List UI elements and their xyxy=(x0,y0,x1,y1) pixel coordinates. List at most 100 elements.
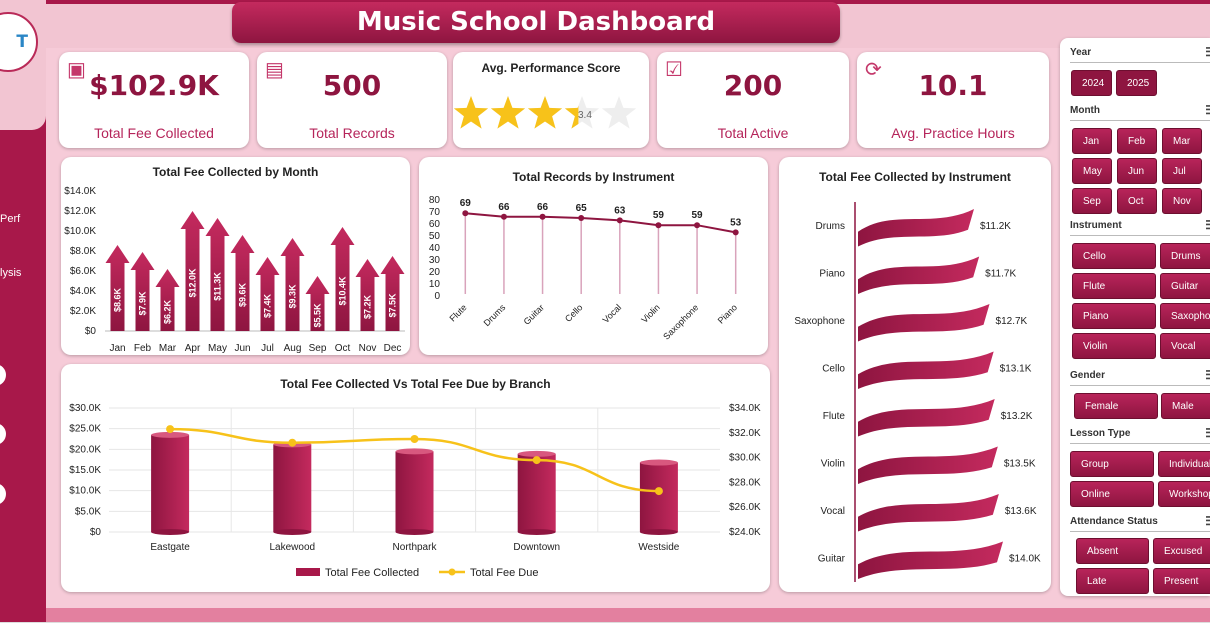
bar-apr xyxy=(180,211,205,331)
slicer-item-instrument-saxophone[interactable]: Saxophone xyxy=(1160,303,1210,329)
bar-vocal xyxy=(858,493,999,532)
slicer-item-month-nov[interactable]: Nov xyxy=(1162,188,1202,214)
checklist-icon: ☑ xyxy=(665,59,683,81)
x-tick-label: Vocal xyxy=(601,302,624,325)
chart-fee-vs-due: Total Fee Collected Vs Total Fee Due by … xyxy=(61,364,770,592)
page-title: Music School Dashboard xyxy=(232,2,840,43)
slicer-item-instrument-drums[interactable]: Drums xyxy=(1160,243,1210,269)
bar-violin xyxy=(858,446,998,485)
slicer-title: Year xyxy=(1070,47,1092,58)
chart-fee-by-month: Total Fee Collected by Month $0 $2.0K $4.0… xyxy=(61,157,410,355)
bar-saxophone xyxy=(858,303,990,342)
data-point xyxy=(166,425,175,434)
slicer-item-attendance-absent[interactable]: Absent xyxy=(1076,538,1149,564)
slicer-item-month-jan[interactable]: Jan xyxy=(1072,128,1112,154)
x-tick-label: Jul xyxy=(261,343,274,354)
slicer-item-lesson-group[interactable]: Group xyxy=(1070,451,1154,477)
slicer-item-instrument-piano[interactable]: Piano xyxy=(1072,303,1156,329)
y-tick-label: 50 xyxy=(429,231,441,242)
slicer-item-gender-male[interactable]: Male xyxy=(1161,393,1210,419)
slicer-item-attendance-present[interactable]: Present xyxy=(1153,568,1210,594)
score-label: 3.4 xyxy=(578,110,592,121)
slicer-title: Lesson Type xyxy=(1070,428,1131,439)
y-tick-label: Piano xyxy=(819,268,845,279)
bar-guitar xyxy=(858,541,1003,580)
slicer-item-attendance-late[interactable]: Late xyxy=(1076,568,1149,594)
data-label: $13.2K xyxy=(1001,411,1033,422)
bar-top xyxy=(151,431,190,438)
x-tick-label: Apr xyxy=(185,343,201,354)
y-tick-label: Vocal xyxy=(821,506,845,517)
y-right-tick-label: $34.0K xyxy=(729,403,761,414)
slicer-divider xyxy=(1070,235,1210,236)
bar-base xyxy=(151,529,190,535)
bar-feb xyxy=(130,252,155,331)
bar-oct xyxy=(330,227,355,331)
chart-title: Total Records by Instrument xyxy=(512,170,675,184)
slicer-item-instrument-violin[interactable]: Violin xyxy=(1072,333,1156,359)
slicer-item-month-jun[interactable]: Jun xyxy=(1117,158,1157,184)
slicer-item-attendance-excused[interactable]: Excused xyxy=(1153,538,1210,564)
legend-label: Total Fee Due xyxy=(470,567,538,579)
bar-jul xyxy=(255,257,280,331)
slicer-item-month-mar[interactable]: Mar xyxy=(1162,128,1202,154)
nav-circle-2[interactable] xyxy=(0,423,6,445)
multi-select-icon[interactable]: ☰ xyxy=(1205,368,1210,382)
footer-line xyxy=(0,622,1210,642)
data-label: $9.6K xyxy=(238,282,248,307)
bar-westside xyxy=(639,462,678,532)
slicer-item-year-2025[interactable]: 2025 xyxy=(1116,70,1157,96)
clipboard-icon: ▤ xyxy=(265,59,284,81)
slicer-item-instrument-vocal[interactable]: Vocal xyxy=(1160,333,1210,359)
bar-base xyxy=(639,529,678,535)
slicer-item-month-may[interactable]: May xyxy=(1072,158,1112,184)
slicer-item-instrument-flute[interactable]: Flute xyxy=(1072,273,1156,299)
x-tick-label: Nov xyxy=(359,343,377,354)
slicer-item-year-2024[interactable]: 2024 xyxy=(1071,70,1112,96)
slicer-item-month-feb[interactable]: Feb xyxy=(1117,128,1157,154)
slicer-item-lesson-workshop[interactable]: Workshop xyxy=(1158,481,1210,507)
multi-select-icon[interactable]: ☰ xyxy=(1205,514,1210,528)
slicer-item-gender-female[interactable]: Female xyxy=(1074,393,1158,419)
slicer-item-lesson-individual[interactable]: Individual xyxy=(1158,451,1210,477)
y-right-tick-label: $32.0K xyxy=(729,428,761,439)
nav-circle-3[interactable] xyxy=(0,483,6,505)
slicer-item-lesson-online[interactable]: Online xyxy=(1070,481,1154,507)
bar-piano xyxy=(858,256,980,295)
x-tick-label: Jun xyxy=(234,343,250,354)
slicer-item-instrument-guitar[interactable]: Guitar xyxy=(1160,273,1210,299)
multi-select-icon[interactable]: ☰ xyxy=(1205,426,1210,440)
data-label: $10.4K xyxy=(338,276,348,306)
y-tick-label: 10 xyxy=(429,279,441,290)
sidebar-item-perf[interactable]: Perf xyxy=(0,213,21,225)
sidebar: T Perf lysis xyxy=(0,0,46,622)
slicer-item-month-jul[interactable]: Jul xyxy=(1162,158,1202,184)
data-point xyxy=(654,487,663,496)
multi-select-icon[interactable]: ☰ xyxy=(1205,45,1210,59)
data-point xyxy=(732,229,739,236)
multi-select-icon[interactable]: ☰ xyxy=(1205,218,1210,232)
data-label: $5.5K xyxy=(313,303,323,328)
kpi-value: $102.9K xyxy=(89,69,219,102)
bar-lakewood xyxy=(273,444,312,532)
y-tick-label: 20 xyxy=(429,267,441,278)
data-point xyxy=(539,213,546,220)
slicer-item-month-oct[interactable]: Oct xyxy=(1117,188,1157,214)
slicer-title: Instrument xyxy=(1070,220,1122,231)
legend-marker xyxy=(448,568,456,576)
slicer-header-year: Year ☰ xyxy=(1070,45,1210,59)
y-tick-label: $10.0K xyxy=(64,226,96,237)
sidebar-item-analysis[interactable]: lysis xyxy=(0,267,22,279)
multi-select-icon[interactable]: ☰ xyxy=(1205,103,1210,117)
x-tick-label: Cello xyxy=(563,302,585,324)
nav-circle-1[interactable] xyxy=(0,364,6,386)
kpi-label: Total Records xyxy=(309,125,395,141)
x-tick-label: Jan xyxy=(109,343,125,354)
bar-aug xyxy=(280,238,305,331)
x-tick-label: Northpark xyxy=(393,542,438,553)
slicer-item-instrument-cello[interactable]: Cello xyxy=(1072,243,1156,269)
slicer-item-month-sep[interactable]: Sep xyxy=(1072,188,1112,214)
y-tick-label: $0 xyxy=(85,326,97,337)
slicer-header-attendance: Attendance Status ☰ xyxy=(1070,514,1210,528)
kpi-value: 500 xyxy=(322,69,382,102)
